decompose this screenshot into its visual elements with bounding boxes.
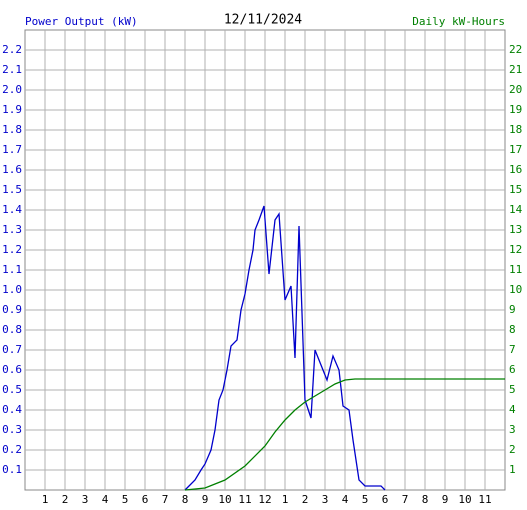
y-tick-label: 0.8 (2, 323, 22, 336)
y-tick-label: 1.6 (2, 163, 22, 176)
data-line (184, 205, 386, 491)
x-tick-label: 11 (238, 493, 251, 506)
x-tick-label: 10 (218, 493, 231, 506)
y-tick-label: 0.2 (2, 443, 22, 456)
x-tick-label: 7 (402, 493, 409, 506)
y-tick-label: 1.9 (2, 103, 22, 116)
x-tick-label: 2 (62, 493, 69, 506)
x-tick-label: 6 (142, 493, 149, 506)
chart-title: 12/11/2024 (224, 13, 302, 28)
x-tick-label: 8 (422, 493, 429, 506)
y-tick-label: 2.1 (2, 63, 22, 76)
x-tick-label: 3 (322, 493, 329, 506)
x-tick-label: 9 (202, 493, 209, 506)
y-tick-label: 0.7 (2, 343, 22, 356)
y2-tick-label: 21 (509, 63, 522, 76)
y2-axis-label: Daily kW-Hours (412, 15, 505, 28)
y2-tick-label: 8 (509, 323, 516, 336)
y-tick-label: 0.1 (2, 463, 22, 476)
y-tick-label: 1.8 (2, 123, 22, 136)
data-line (184, 378, 505, 491)
x-tick-label: 4 (102, 493, 109, 506)
y2-tick-label: 4 (509, 403, 516, 416)
y-tick-label: 0.5 (2, 383, 22, 396)
x-tick-label: 1 (282, 493, 289, 506)
y-tick-label: 2.2 (2, 43, 22, 56)
x-tick-label: 3 (82, 493, 89, 506)
y-tick-label: 0.6 (2, 363, 22, 376)
y2-tick-label: 18 (509, 123, 522, 136)
y2-tick-label: 16 (509, 163, 522, 176)
y2-tick-label: 5 (509, 383, 516, 396)
y2-tick-label: 13 (509, 223, 522, 236)
y-tick-label: 1.2 (2, 243, 22, 256)
x-tick-label: 5 (122, 493, 129, 506)
x-tick-label: 9 (442, 493, 449, 506)
y-tick-label: 1.5 (2, 183, 22, 196)
x-tick-label: 6 (382, 493, 389, 506)
y2-tick-label: 2 (509, 443, 516, 456)
y2-tick-label: 12 (509, 243, 522, 256)
x-tick-label: 1 (42, 493, 49, 506)
y2-tick-label: 10 (509, 283, 522, 296)
y2-tick-label: 22 (509, 43, 522, 56)
y2-tick-label: 11 (509, 263, 522, 276)
y-tick-label: 2.0 (2, 83, 22, 96)
y-tick-label: 1.1 (2, 263, 22, 276)
y2-tick-label: 6 (509, 363, 516, 376)
x-tick-label: 4 (342, 493, 349, 506)
y2-tick-label: 7 (509, 343, 516, 356)
y2-tick-label: 14 (509, 203, 523, 216)
y2-tick-label: 15 (509, 183, 522, 196)
y-tick-label: 0.3 (2, 423, 22, 436)
y-axis-label: Power Output (kW) (25, 15, 138, 28)
x-tick-label: 7 (162, 493, 169, 506)
x-tick-label: 2 (302, 493, 309, 506)
y-tick-label: 0.4 (2, 403, 22, 416)
y-tick-label: 0.9 (2, 303, 22, 316)
x-tick-label: 5 (362, 493, 369, 506)
y-tick-label: 1.3 (2, 223, 22, 236)
y-tick-label: 1.4 (2, 203, 22, 216)
y2-tick-label: 19 (509, 103, 522, 116)
y-tick-label: 1.0 (2, 283, 22, 296)
x-tick-label: 10 (458, 493, 471, 506)
x-tick-label: 8 (182, 493, 189, 506)
y2-tick-label: 17 (509, 143, 522, 156)
x-tick-label: 11 (478, 493, 491, 506)
y2-tick-label: 9 (509, 303, 516, 316)
y-tick-label: 1.7 (2, 143, 22, 156)
x-tick-label: 12 (258, 493, 271, 506)
y2-tick-label: 3 (509, 423, 516, 436)
y2-tick-label: 1 (509, 463, 516, 476)
y2-tick-label: 20 (509, 83, 522, 96)
